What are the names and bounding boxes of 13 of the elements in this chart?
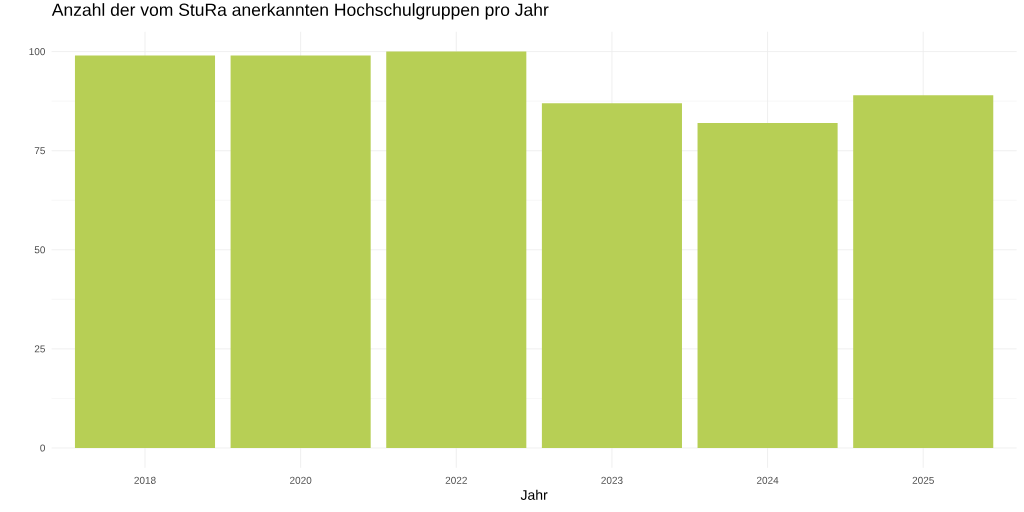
x-axis-title: Jahr [520, 489, 548, 500]
y-tick-label: 100 [29, 48, 46, 56]
x-tick-label: 2024 [756, 476, 779, 484]
x-tick-label: 2018 [134, 476, 156, 484]
chart-title: Anzahl der vom StuRa anerkannten Hochschulgruppen pro Jahr [51, 3, 549, 20]
x-tick-label: 2020 [290, 476, 312, 484]
y-tick-label: 75 [34, 147, 45, 155]
y-tick-label: 0 [40, 444, 46, 452]
y-tick-label: 50 [34, 246, 46, 254]
x-tick-label: 2022 [445, 476, 467, 484]
x-tick-label: 2023 [601, 476, 623, 484]
y-tick-label: 25 [34, 345, 45, 353]
x-tick-label: 2025 [912, 476, 934, 484]
